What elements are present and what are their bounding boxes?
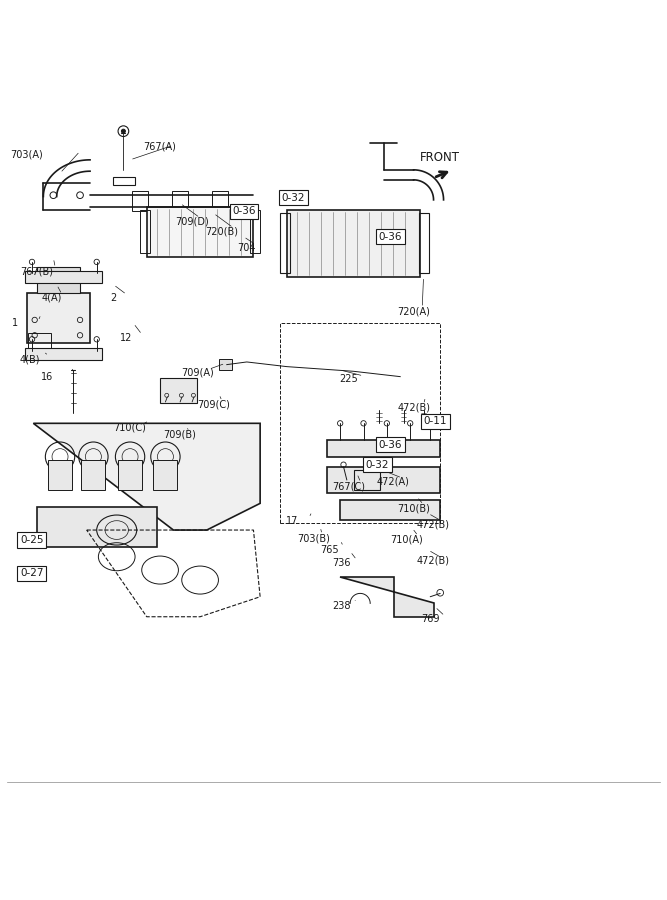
Bar xyxy=(354,470,380,490)
Text: 769: 769 xyxy=(422,615,440,625)
Text: 0-36: 0-36 xyxy=(379,231,402,241)
Text: 767(C): 767(C) xyxy=(332,481,365,491)
Text: 0-11: 0-11 xyxy=(424,417,447,427)
Text: 0-32: 0-32 xyxy=(366,460,389,470)
Text: 767(B): 767(B) xyxy=(20,266,53,276)
Text: 709(D): 709(D) xyxy=(175,216,209,226)
Polygon shape xyxy=(33,423,260,530)
Bar xyxy=(113,176,135,184)
Text: 736: 736 xyxy=(332,558,351,569)
Text: 710(A): 710(A) xyxy=(390,535,423,544)
Bar xyxy=(280,213,290,274)
Text: 0-25: 0-25 xyxy=(20,535,43,545)
Bar xyxy=(28,333,51,350)
Text: 709(C): 709(C) xyxy=(197,400,229,410)
Text: 1: 1 xyxy=(12,319,18,328)
Bar xyxy=(140,210,150,253)
Text: 4(B): 4(B) xyxy=(20,355,41,365)
Bar xyxy=(81,460,105,490)
Bar xyxy=(219,359,232,370)
Bar xyxy=(160,378,197,403)
Text: 710(C): 710(C) xyxy=(113,423,146,433)
Text: 17: 17 xyxy=(285,517,298,526)
Text: 720(B): 720(B) xyxy=(205,226,238,236)
Bar xyxy=(25,348,102,360)
Polygon shape xyxy=(340,577,434,616)
Text: 225: 225 xyxy=(339,374,358,384)
Bar xyxy=(37,266,80,293)
Text: 704: 704 xyxy=(237,243,255,253)
Bar xyxy=(25,271,102,284)
Bar xyxy=(287,210,420,276)
Bar xyxy=(327,440,440,456)
Bar xyxy=(48,460,72,490)
Bar xyxy=(27,293,90,343)
Text: 16: 16 xyxy=(41,372,53,382)
Bar xyxy=(419,213,429,274)
Text: 0-36: 0-36 xyxy=(379,440,402,450)
Text: 472(B): 472(B) xyxy=(398,403,430,413)
Bar xyxy=(327,467,440,493)
Text: 710(B): 710(B) xyxy=(398,503,430,513)
Text: 703(A): 703(A) xyxy=(10,149,43,159)
Text: 709(B): 709(B) xyxy=(163,429,196,440)
Text: 4(A): 4(A) xyxy=(41,292,62,303)
Text: 703(B): 703(B) xyxy=(297,533,329,543)
Text: 472(A): 472(A) xyxy=(376,476,409,486)
Bar xyxy=(132,191,148,211)
Text: 720(A): 720(A) xyxy=(398,306,430,316)
Bar xyxy=(118,460,142,490)
Bar xyxy=(37,507,157,546)
Text: 2: 2 xyxy=(110,292,116,303)
Text: 0-27: 0-27 xyxy=(20,569,43,579)
Circle shape xyxy=(121,130,125,133)
Bar xyxy=(212,191,228,211)
Text: 472(B): 472(B) xyxy=(417,519,450,530)
Text: 765: 765 xyxy=(320,545,339,555)
Text: 472(B): 472(B) xyxy=(417,555,450,565)
Bar xyxy=(280,323,440,524)
Bar xyxy=(340,500,440,520)
Bar xyxy=(250,210,260,253)
Text: 238: 238 xyxy=(332,601,351,611)
Bar xyxy=(147,206,253,256)
Bar xyxy=(172,191,188,211)
Text: 709(A): 709(A) xyxy=(181,367,214,378)
Text: 0-32: 0-32 xyxy=(281,193,305,202)
Text: 0-36: 0-36 xyxy=(232,206,255,216)
Text: 12: 12 xyxy=(120,333,133,343)
Bar xyxy=(153,460,177,490)
Text: FRONT: FRONT xyxy=(420,151,460,165)
Text: 767(A): 767(A) xyxy=(143,141,176,151)
